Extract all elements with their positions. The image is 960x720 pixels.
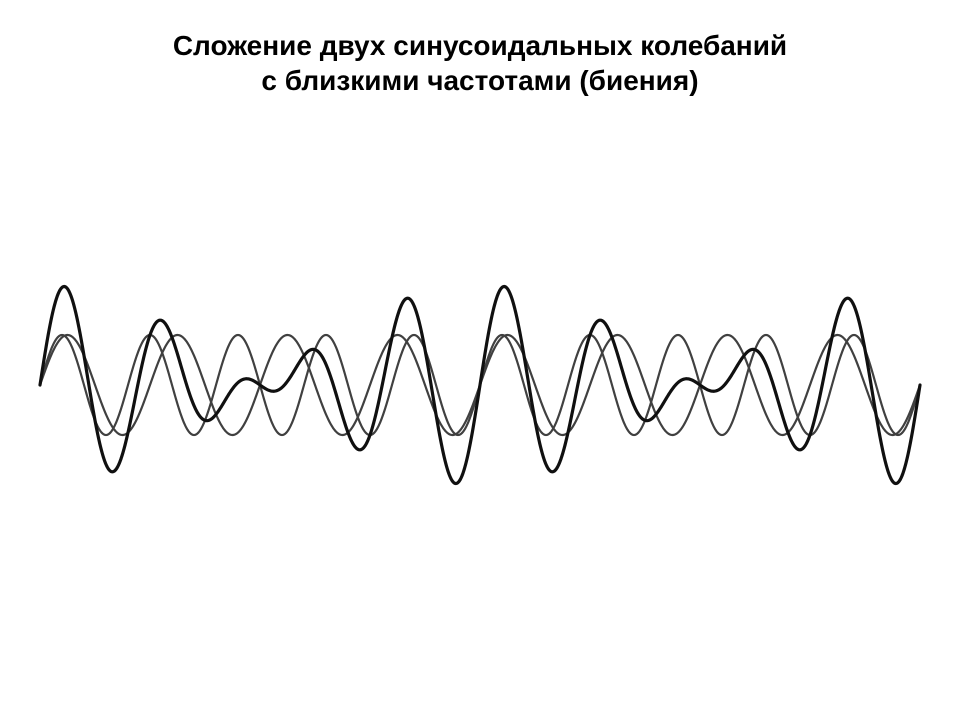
- page-title: Сложение двух синусоидальных колебаний с…: [0, 0, 960, 98]
- title-line-2: с близкими частотами (биения): [0, 63, 960, 98]
- beats-chart: [0, 170, 960, 600]
- chart-svg: [0, 170, 960, 600]
- title-line-1: Сложение двух синусоидальных колебаний: [0, 28, 960, 63]
